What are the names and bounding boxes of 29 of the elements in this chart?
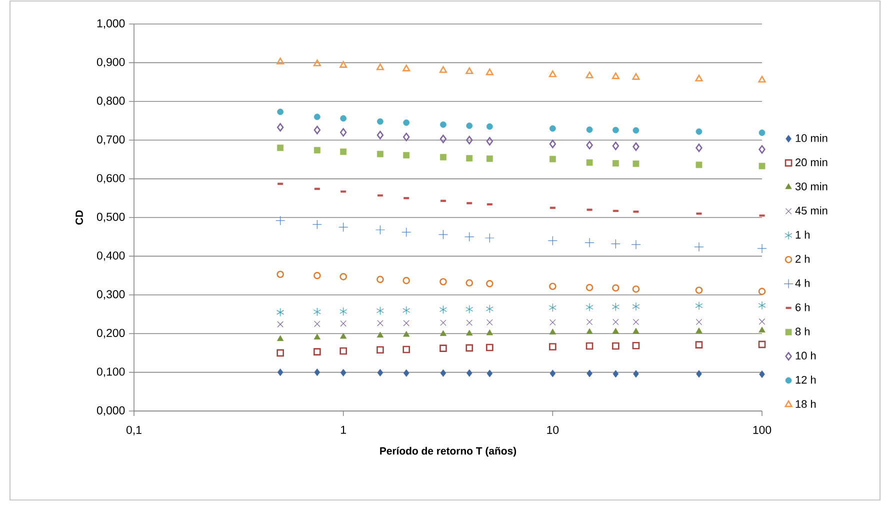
y-tick-label: 0,900 (96, 58, 125, 68)
y-tick-label: 0,300 (96, 290, 125, 300)
y-tick-label: 1,000 (97, 19, 125, 29)
legend-label: 18 h (796, 400, 816, 408)
y-tick-label: 0,100 (96, 368, 125, 378)
legend-label: 45 min (795, 206, 828, 215)
x-tick-label: 100 (753, 426, 772, 434)
y-tick-label: 0,400 (96, 251, 125, 261)
x-tick-label: 10 (547, 426, 559, 434)
legend-label: 1 h (796, 230, 810, 239)
x-tick-label: 1 (341, 426, 346, 434)
y-tick-label: 0,500 (96, 212, 125, 222)
y-tick-label: 0,600 (96, 174, 125, 184)
legend-label: 20 min (796, 158, 828, 166)
y-tick-label: 0,800 (96, 96, 125, 106)
y-axis-title: CD (76, 210, 83, 225)
legend-label: 10 h (796, 351, 816, 360)
y-tick-label: 0,200 (96, 328, 125, 338)
legend-label: 4 h (795, 278, 810, 287)
legend-label: 8 h (796, 327, 810, 336)
legend-label: 2 h (796, 254, 810, 263)
legend-label: 12 h (796, 376, 816, 384)
y-tick-label: 0,000 (96, 406, 125, 416)
x-axis-title: Período de retorno T (años) (380, 446, 516, 457)
legend-label: 30 min (795, 182, 828, 190)
x-tick-label: 0,1 (126, 426, 142, 436)
legend-label: 10 min (796, 134, 828, 142)
legend-label: 6 h (796, 303, 810, 312)
y-tick-label: 0,700 (96, 135, 125, 145)
